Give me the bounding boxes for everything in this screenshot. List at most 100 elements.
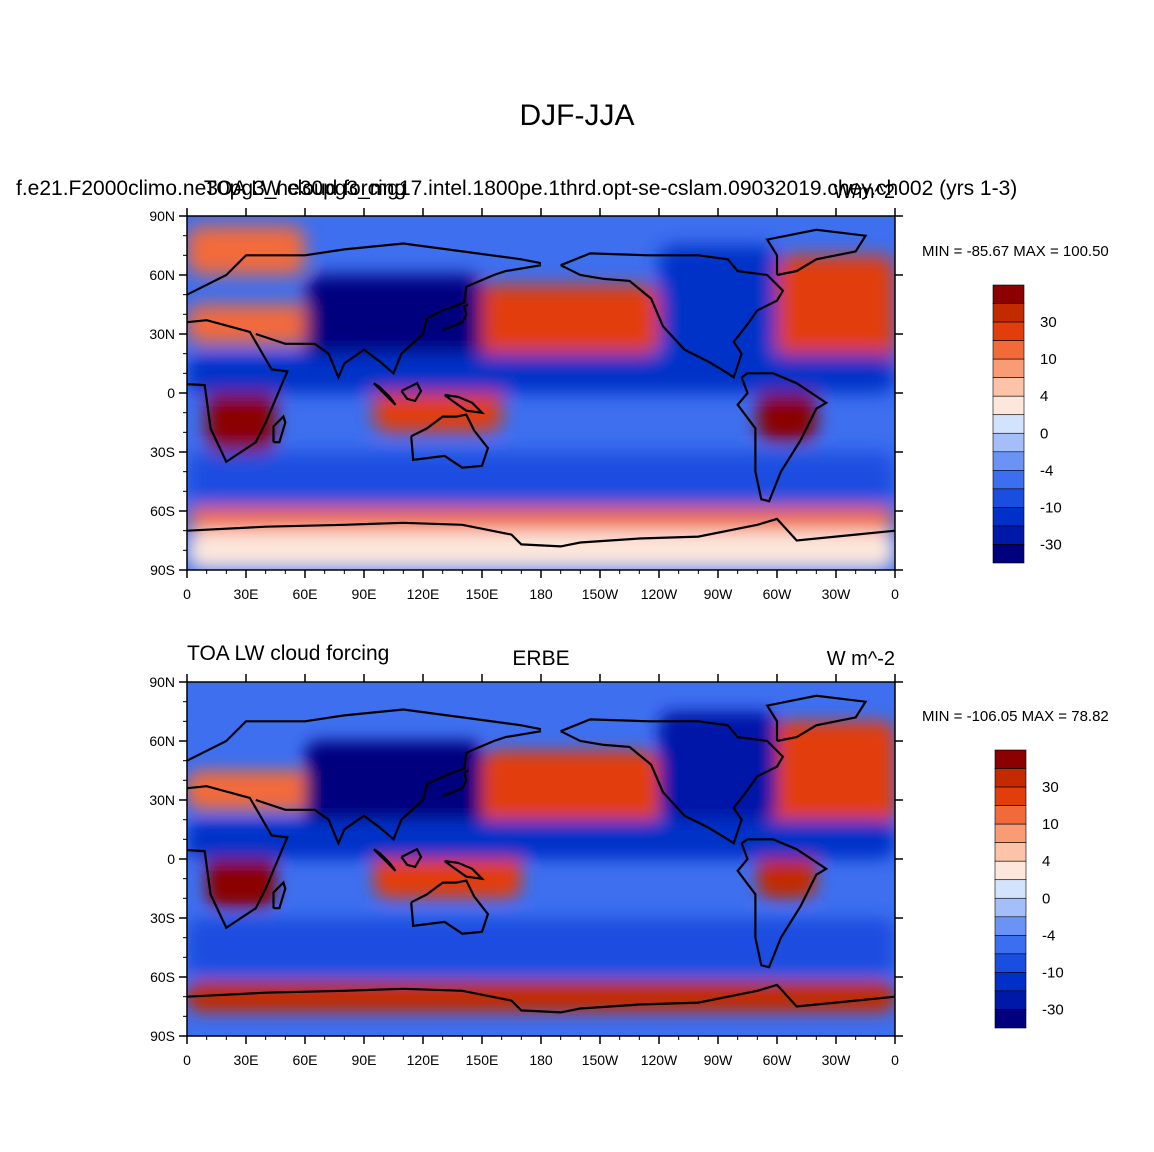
- coastline: [187, 708, 542, 762]
- stats-top: MIN = -85.67 MAX = 100.50: [922, 243, 1109, 260]
- map-region-tropical-africa: [206, 849, 276, 909]
- x-tick-label: 120E: [407, 1052, 440, 1068]
- map-region-north-america: [659, 245, 777, 354]
- colorbar-swatch: [994, 897, 1027, 918]
- map-region-itcz-band: [187, 819, 895, 859]
- coastlines-top: [187, 228, 895, 548]
- coastline: [560, 252, 785, 380]
- map-region-north-pacific: [462, 284, 659, 354]
- panel-top-center-title: TOA LW cloud forcing: [204, 177, 406, 200]
- coastline: [736, 838, 829, 969]
- x-tick-label: 150W: [582, 1052, 619, 1068]
- axes-top: 0 30E 60E 90E 120E 150E 180 150W 120W 90W 60W 30W 09…: [149, 208, 903, 602]
- coastline: [765, 694, 868, 743]
- x-tick-label: 180: [529, 586, 553, 602]
- colorbar-swatch: [992, 451, 1025, 471]
- y-tick-label: 60S: [150, 969, 175, 985]
- coastline: [187, 242, 542, 296]
- colorbar-label: -30: [1042, 1001, 1064, 1018]
- coastline: [255, 264, 542, 381]
- x-tick-label: 120E: [407, 586, 440, 602]
- colorbar-label: -4: [1040, 462, 1053, 479]
- panel-bottom: TOA LW cloud forcing ERBE W m^-2 0 30E 60E…: [149, 642, 1108, 1068]
- x-tick-label: 30E: [234, 1052, 259, 1068]
- colorbar-swatch: [992, 358, 1025, 378]
- colorbar-swatch: [994, 1009, 1027, 1029]
- panel-bottom-units: W m^-2: [827, 648, 895, 670]
- coastlines-bottom: [187, 694, 895, 1014]
- colorbar-label: 10: [1040, 351, 1057, 368]
- colorbar-swatch: [992, 414, 1025, 434]
- map-region-north-america: [659, 711, 777, 820]
- colorbar-label: 30: [1042, 779, 1059, 796]
- y-tick-label: 60S: [150, 503, 175, 519]
- x-tick-label: 120W: [641, 586, 678, 602]
- y-tick-label: 90N: [149, 208, 175, 224]
- coastline: [736, 372, 829, 503]
- colorbar-swatch: [992, 470, 1025, 490]
- y-tick-label: 30S: [150, 444, 175, 460]
- coastline: [373, 382, 397, 406]
- map-region-itcz-band: [187, 353, 895, 393]
- x-tick-label: 90E: [352, 1052, 377, 1068]
- colorbar-label: -10: [1042, 964, 1064, 981]
- y-tick-label: 30N: [149, 326, 175, 342]
- colorbar-swatch: [992, 321, 1025, 341]
- colorbar-swatch: [992, 432, 1025, 453]
- coastline: [442, 769, 469, 798]
- coastline: [443, 393, 486, 415]
- colorbar-label: -4: [1042, 927, 1055, 944]
- x-tick-label: 90W: [704, 1052, 734, 1068]
- colorbar-swatch: [994, 916, 1027, 936]
- colorbar-bottom: 30 10 4 0 -4 -10 -30: [994, 749, 1064, 1029]
- coastline: [400, 847, 423, 869]
- y-tick-label: 30S: [150, 910, 175, 926]
- colorbar-swatch: [994, 805, 1027, 825]
- x-tick-label: 90E: [352, 586, 377, 602]
- colorbar-swatch: [994, 990, 1027, 1010]
- map-region-north-pacific: [482, 750, 659, 830]
- coastline: [272, 414, 287, 444]
- panel-top-left-title: f.e21.F2000climo.ne30pg3_ne30pg3_mg17.in…: [16, 177, 1017, 200]
- map-region-tropical-africa: [206, 383, 276, 452]
- coastline: [272, 880, 287, 910]
- map-region-southern-ocean: [187, 918, 895, 977]
- colorbar-swatch: [992, 488, 1025, 508]
- y-tick-label: 90S: [150, 562, 175, 578]
- x-tick-label: 60W: [763, 586, 793, 602]
- colorbar-swatch: [994, 749, 1027, 769]
- coastline: [187, 785, 289, 930]
- coastline: [560, 718, 785, 846]
- x-tick-label: 90W: [704, 586, 734, 602]
- y-tick-label: 60N: [149, 733, 175, 749]
- coastline: [442, 303, 469, 332]
- colorbar-label: -10: [1040, 499, 1062, 516]
- x-tick-label: 0: [183, 1052, 191, 1068]
- coastline: [400, 381, 423, 403]
- coastline: [255, 730, 542, 847]
- y-tick-label: 60N: [149, 267, 175, 283]
- coastline: [373, 848, 397, 872]
- colorbar-label: 10: [1042, 816, 1059, 833]
- x-tick-label: 0: [891, 586, 899, 602]
- panel-bottom-center-title: ERBE: [512, 647, 569, 670]
- colorbar-swatch: [994, 972, 1027, 992]
- y-tick-label: 90N: [149, 674, 175, 690]
- coastline: [410, 879, 490, 935]
- map-field-bottom: [187, 682, 895, 1036]
- colorbar-swatch: [992, 340, 1025, 360]
- map-region-antarctic-ring: [187, 980, 895, 1013]
- x-tick-label: 120W: [641, 1052, 678, 1068]
- x-tick-label: 150W: [582, 586, 619, 602]
- stats-bottom: MIN = -106.05 MAX = 78.82: [922, 708, 1109, 725]
- map-region-southern-ocean: [187, 452, 895, 508]
- map-field-top: [187, 216, 895, 570]
- colorbar-swatch: [992, 377, 1025, 397]
- x-tick-label: 60E: [293, 1052, 318, 1068]
- x-tick-label: 30E: [234, 586, 259, 602]
- x-tick-label: 60W: [763, 1052, 793, 1068]
- y-tick-label: 90S: [150, 1028, 175, 1044]
- map-region-north-atlantic: [777, 255, 895, 374]
- x-tick-label: 180: [529, 1052, 553, 1068]
- colorbar-swatch: [994, 879, 1027, 899]
